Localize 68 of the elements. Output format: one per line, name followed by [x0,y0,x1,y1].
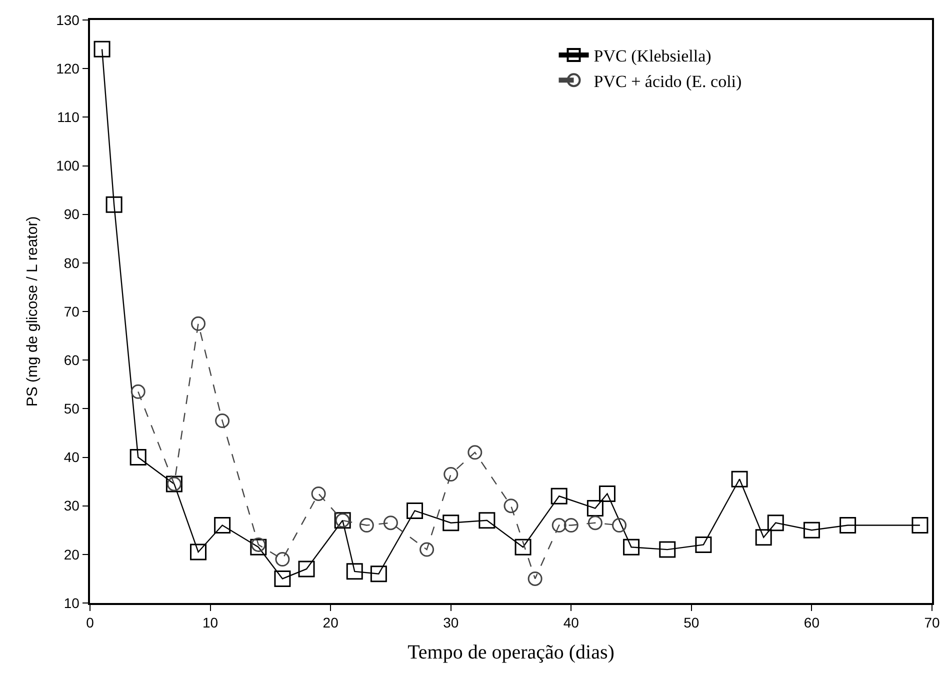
point [514,538,532,556]
y-tick-label: 90 [64,206,80,222]
y-tick-label: 130 [56,12,80,28]
x-tick-label: 50 [684,614,700,631]
y-tick-label: 50 [64,400,80,417]
point [767,514,784,532]
x-tick-label: 60 [804,614,820,631]
legend-label: PVC + ácido (E. coli) [594,72,742,91]
y-tick-label: 80 [64,254,80,271]
point [420,542,434,557]
point [250,538,267,556]
point [406,502,424,519]
y-tick-label: 120 [56,60,80,76]
point [94,40,110,58]
y-tick-label: 30 [64,498,80,514]
point [130,449,146,466]
point [359,518,374,533]
point [803,522,820,538]
point [731,470,748,488]
point [442,514,460,532]
y-tick-label: 40 [64,449,80,466]
y-axis-title: PS (mg de glicose / L reator) [24,216,41,407]
x-axis-title: Tempo de operação (dias) [408,642,614,664]
point [478,512,496,529]
point [215,414,230,428]
point [586,500,604,517]
x-tick-label: 70 [924,614,940,631]
point [106,196,122,213]
point [311,486,326,501]
y-tick-label: 100 [56,158,80,174]
point [598,485,616,502]
point [370,566,387,582]
x-tick-label: 30 [443,614,459,631]
y-tick-label: 110 [57,109,80,126]
point [552,518,566,533]
point [612,518,627,533]
point [564,518,578,533]
point [383,516,398,530]
point [346,563,363,580]
point [251,537,266,552]
point [840,517,856,534]
x-tick-label: 40 [563,614,580,631]
y-tick-label: 20 [64,546,80,562]
point [130,384,146,399]
point [468,445,482,460]
point [504,498,518,514]
point [755,529,772,546]
point [191,316,206,331]
y-tick-label: 70 [64,303,80,320]
point [588,516,602,530]
point [298,560,315,578]
y-tick-label: 60 [64,352,80,368]
legend-label: PVC (Klebsiella) [594,46,712,66]
point [214,517,231,534]
point [659,541,676,558]
point [528,571,542,586]
point [275,552,290,567]
y-tick-label: 10 [64,594,80,611]
x-tick-label: 0 [86,614,94,631]
point [623,538,640,556]
point [695,536,712,553]
point [912,517,928,534]
point [190,544,207,560]
point [550,488,568,504]
x-tick-label: 20 [322,614,339,631]
point [274,570,291,587]
point [444,467,458,482]
x-tick-label: 10 [202,614,218,631]
